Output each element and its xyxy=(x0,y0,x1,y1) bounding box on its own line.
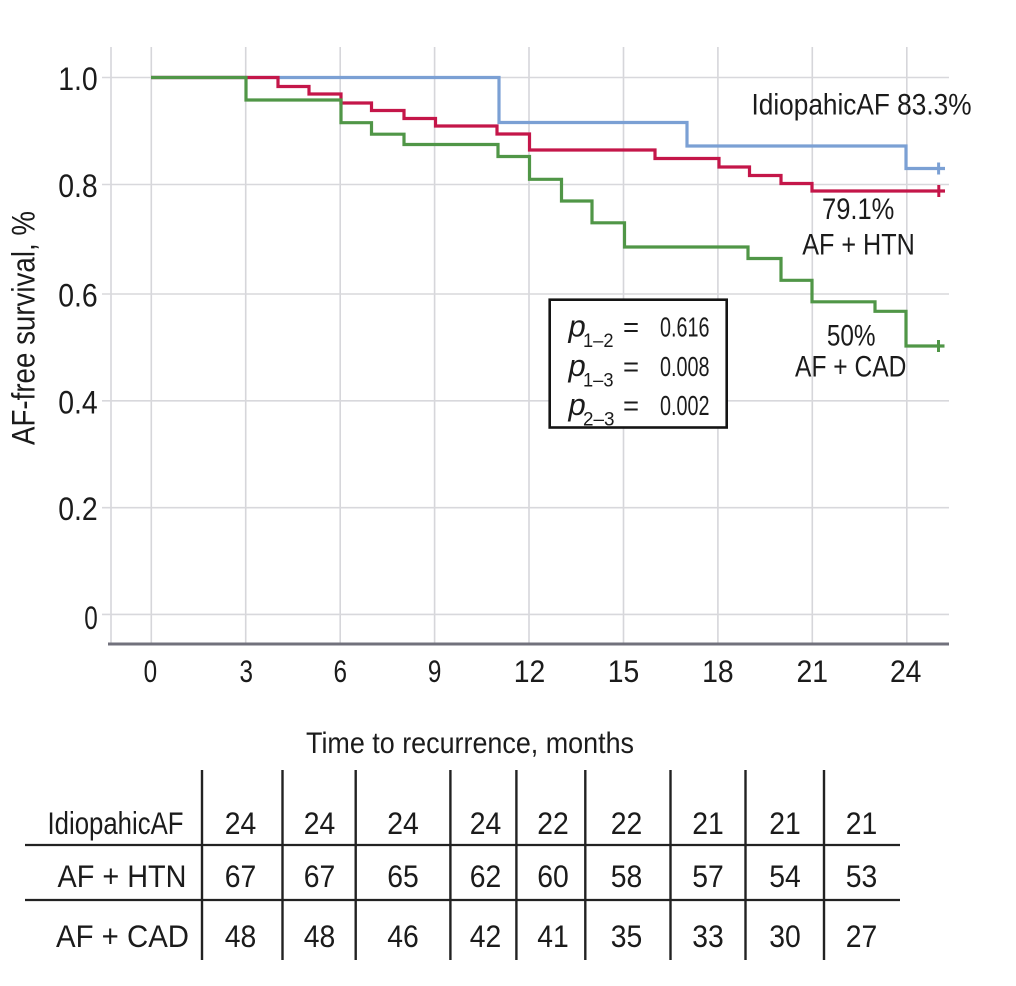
svg-text:21: 21 xyxy=(769,805,801,841)
svg-text:p2–3=0.002: p2–3 = 0.002 xyxy=(568,387,710,431)
svg-text:0.2: 0.2 xyxy=(58,491,98,527)
svg-text:0: 0 xyxy=(144,653,158,689)
svg-text:0.4: 0.4 xyxy=(58,384,98,420)
svg-text:18: 18 xyxy=(702,653,734,689)
svg-text:IdiopahicAF: IdiopahicAF xyxy=(48,805,184,841)
svg-text:22: 22 xyxy=(537,805,569,841)
svg-text:24: 24 xyxy=(890,653,922,689)
svg-text:21: 21 xyxy=(692,805,724,841)
svg-text:IdiopahicAF 83.3%: IdiopahicAF 83.3% xyxy=(752,89,972,122)
svg-text:6: 6 xyxy=(333,653,347,689)
svg-text:12: 12 xyxy=(514,653,546,689)
svg-text:0.8: 0.8 xyxy=(58,168,98,204)
svg-text:AF + HTN: AF + HTN xyxy=(58,858,187,894)
svg-text:30: 30 xyxy=(769,918,801,954)
svg-text:AF-free survival, %: AF-free survival, % xyxy=(6,211,42,445)
svg-text:21: 21 xyxy=(797,653,829,689)
svg-text:41: 41 xyxy=(537,918,569,954)
svg-text:0.6: 0.6 xyxy=(58,278,98,314)
svg-text:58: 58 xyxy=(611,858,643,894)
svg-text:24: 24 xyxy=(387,805,419,841)
svg-text:57: 57 xyxy=(692,858,724,894)
svg-text:53: 53 xyxy=(846,858,878,894)
svg-text:22: 22 xyxy=(611,805,643,841)
svg-text:42: 42 xyxy=(470,918,502,954)
svg-text:Time to recurrence, months: Time to recurrence, months xyxy=(306,727,634,760)
svg-text:24: 24 xyxy=(470,805,502,841)
svg-text:27: 27 xyxy=(846,918,878,954)
svg-text:79.1%: 79.1% xyxy=(822,193,894,226)
svg-text:48: 48 xyxy=(304,918,336,954)
svg-text:AF + CAD: AF + CAD xyxy=(56,918,189,954)
svg-text:24: 24 xyxy=(225,805,257,841)
svg-text:21: 21 xyxy=(846,805,878,841)
svg-text:67: 67 xyxy=(225,858,257,894)
svg-text:50%: 50% xyxy=(827,319,876,352)
svg-text:60: 60 xyxy=(537,858,569,894)
svg-text:15: 15 xyxy=(608,653,640,689)
svg-text:67: 67 xyxy=(304,858,336,894)
svg-text:65: 65 xyxy=(387,858,419,894)
svg-text:33: 33 xyxy=(692,918,724,954)
svg-text:p1–3=0.008: p1–3 = 0.008 xyxy=(568,348,710,392)
svg-text:p1–2=0.616: p1–2 = 0.616 xyxy=(568,309,710,353)
svg-text:54: 54 xyxy=(769,858,801,894)
svg-text:1.0: 1.0 xyxy=(58,61,98,97)
svg-text:48: 48 xyxy=(225,918,257,954)
svg-text:3: 3 xyxy=(240,653,254,689)
svg-text:46: 46 xyxy=(387,918,419,954)
svg-text:35: 35 xyxy=(611,918,643,954)
svg-text:AF + CAD: AF + CAD xyxy=(795,351,906,384)
svg-text:AF + HTN: AF + HTN xyxy=(802,229,915,262)
svg-text:0: 0 xyxy=(84,600,98,636)
svg-text:62: 62 xyxy=(470,858,502,894)
svg-text:9: 9 xyxy=(428,653,442,689)
svg-text:24: 24 xyxy=(304,805,336,841)
